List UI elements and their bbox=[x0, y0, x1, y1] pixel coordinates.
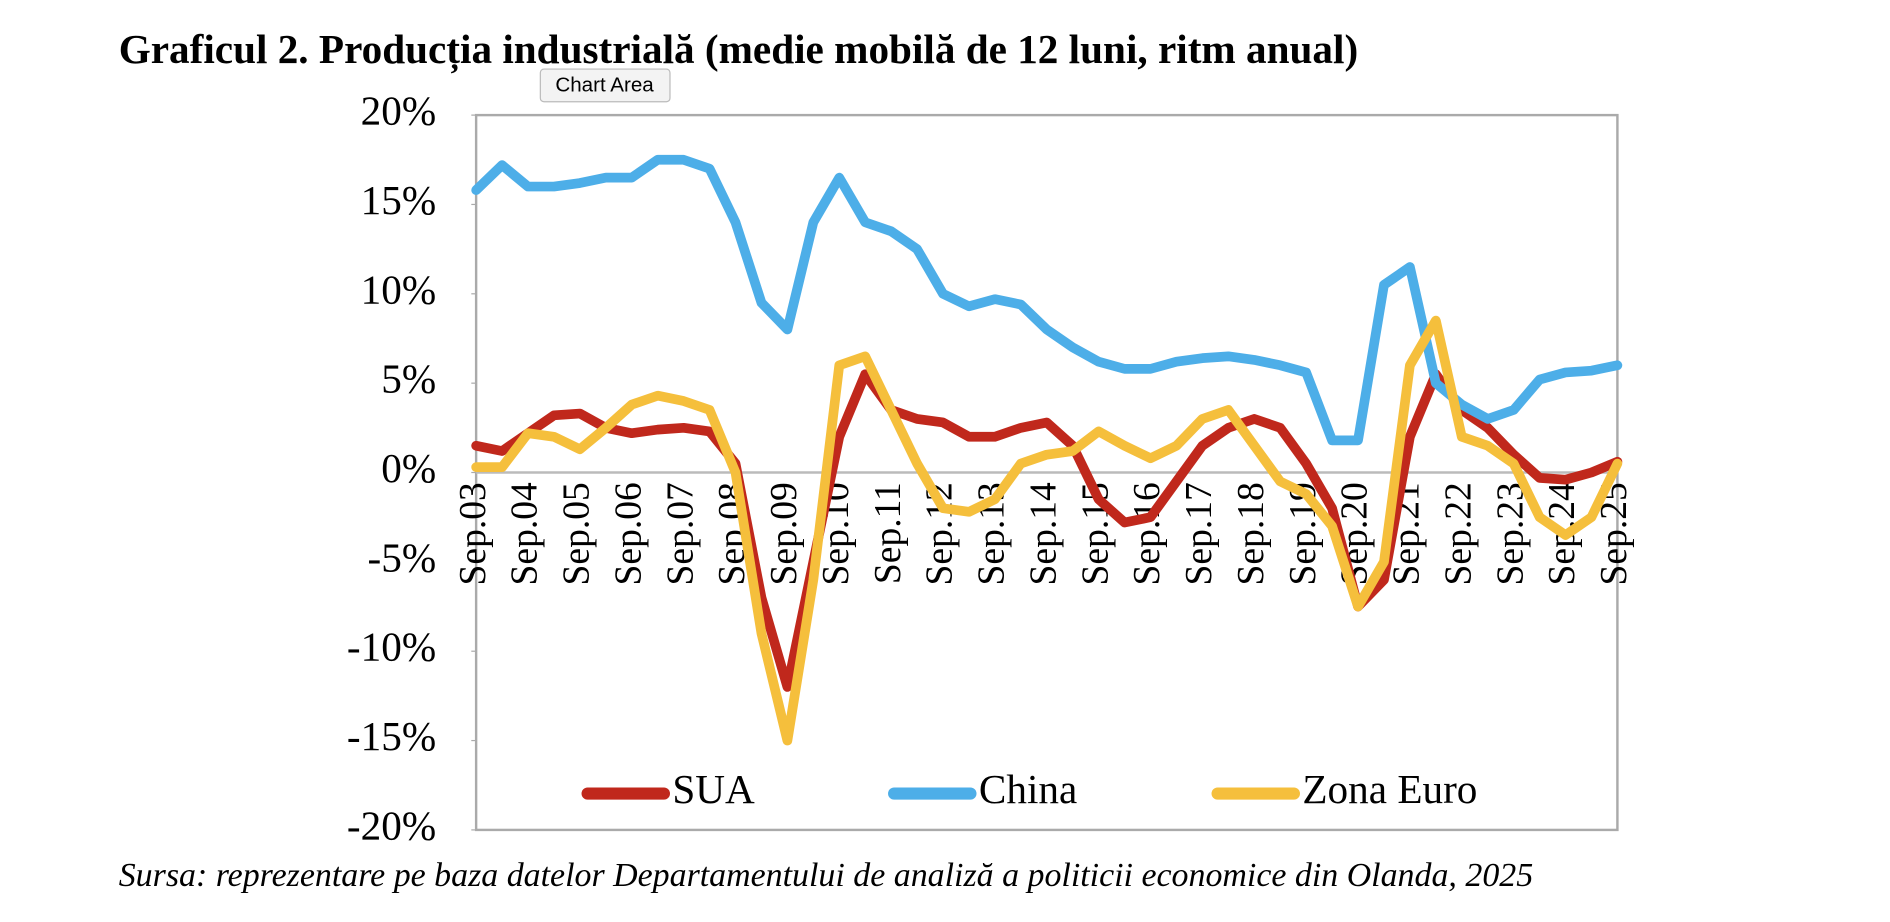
y-tick-label: 15% bbox=[361, 177, 437, 223]
x-tick-label: Sep.19 bbox=[1283, 482, 1324, 585]
x-tick-label: Sep.17 bbox=[1179, 482, 1220, 585]
y-tick-label: -15% bbox=[347, 713, 436, 759]
legend-label: SUA bbox=[672, 766, 755, 812]
source-note: Sursa: reprezentare pe baza datelor Depa… bbox=[119, 857, 1533, 894]
chart-title: Graficul 2. Producția industrială (medie… bbox=[119, 26, 1358, 74]
series-line bbox=[471, 315, 1623, 746]
tooltip-box bbox=[539, 68, 671, 103]
x-tick-label: Sep.22 bbox=[1438, 482, 1479, 585]
x-tick-label: Sep.06 bbox=[608, 482, 649, 585]
x-tick-label: Sep.18 bbox=[1231, 482, 1272, 585]
x-tick-label: Sep.04 bbox=[505, 482, 546, 585]
series-line bbox=[471, 369, 1623, 692]
y-tick-label: 10% bbox=[361, 266, 437, 312]
x-tick-label: Sep.07 bbox=[660, 482, 701, 585]
legend-label: Zona Euro bbox=[1302, 766, 1477, 812]
legend-label: China bbox=[979, 766, 1077, 812]
x-tick-label: Sep.03 bbox=[453, 482, 494, 585]
y-tick-label: 5% bbox=[381, 356, 436, 402]
y-tick-label: 20% bbox=[361, 88, 437, 134]
x-tick-label: Sep.11 bbox=[868, 482, 909, 584]
tooltip-text: Chart Area bbox=[555, 73, 654, 96]
y-tick-label: -10% bbox=[347, 624, 436, 670]
y-tick-label: 0% bbox=[381, 445, 436, 491]
x-tick-label: Sep.23 bbox=[1490, 482, 1531, 585]
x-tick-label: Sep.09 bbox=[764, 482, 805, 585]
y-tick-label: -5% bbox=[368, 534, 437, 580]
x-tick-label: Sep.05 bbox=[557, 482, 598, 585]
y-tick-label: -20% bbox=[347, 802, 436, 848]
x-tick-label: Sep.14 bbox=[1023, 482, 1064, 585]
